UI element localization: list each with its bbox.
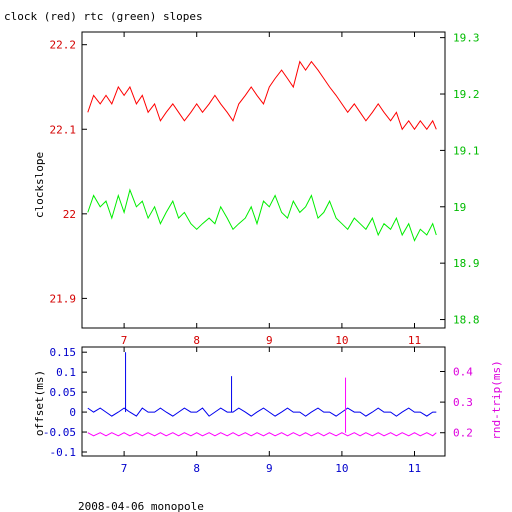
y2-tick-label: 19.2: [453, 88, 480, 101]
y2-tick-label: 18.8: [453, 314, 480, 327]
bottom-ticks-group: 7 8 9 10 11 -0.1 -0.05 0 0.05 0.1 0.15 0.2 0.3 0.4: [43, 346, 473, 475]
y2-tick-label: 18.9: [453, 257, 480, 270]
bottom-y-axis-label: offset(ms): [33, 370, 46, 436]
y2-tick-label: 19.1: [453, 144, 480, 157]
x-tick-label: 8: [193, 462, 200, 475]
series-line-clock: [87, 60, 437, 131]
y-tick-label: 22: [63, 208, 76, 221]
top-series-group: [87, 60, 437, 242]
footer-caption: 2008-04-06 monopole: [78, 500, 204, 512]
y-tick-label: 22.2: [50, 39, 77, 52]
y-tick-label: 0: [69, 406, 76, 419]
y-tick-label: 0.05: [50, 386, 77, 399]
y-tick-label: 22.1: [50, 123, 77, 136]
x-tick-label: 7: [121, 462, 128, 475]
top-chart-panel: 7 8 9 10 11 21.9 22 22.1 22.2 18.8 18.9 19 19.1 19.2 1…: [33, 31, 480, 347]
y-tick-label: -0.1: [50, 446, 77, 459]
chart-title: clock (red) rtc (green) slopes: [4, 10, 203, 23]
top-plot-frame: [81, 31, 446, 329]
bottom-y2-axis-label: rnd-trip(ms): [490, 360, 503, 439]
bottom-plot-frame: [81, 346, 446, 457]
y-tick-label: 0.15: [50, 346, 77, 359]
bottom-series-group: [87, 352, 437, 437]
y-tick-label: 21.9: [50, 292, 77, 305]
x-tick-label: 7: [121, 334, 128, 347]
series-line-rtc: [87, 188, 437, 242]
series-line-rnd-trip: [87, 432, 437, 437]
top-ticks-group: 7 8 9 10 11 21.9 22 22.1 22.2 18.8 18.9 19 19.1 19.2 1…: [50, 32, 480, 347]
y-tick-label: 0.1: [56, 366, 76, 379]
x-tick-label: 9: [266, 462, 273, 475]
x-tick-label: 10: [335, 334, 348, 347]
y2-tick-label: 19: [453, 201, 466, 214]
top-y-axis-label: clockslope: [33, 152, 46, 218]
series-line-offset: [87, 407, 437, 417]
y2-tick-label: 0.2: [453, 427, 473, 440]
y2-tick-label: 0.3: [453, 396, 473, 409]
x-tick-label: 9: [266, 334, 273, 347]
y2-tick-label: 19.3: [453, 32, 480, 45]
y-tick-label: -0.05: [43, 426, 76, 439]
x-tick-label: 10: [335, 462, 348, 475]
y2-tick-label: 0.4: [453, 365, 473, 378]
x-tick-label: 8: [193, 334, 200, 347]
x-tick-label: 11: [408, 462, 421, 475]
x-tick-label: 11: [408, 334, 421, 347]
bottom-chart-panel: 7 8 9 10 11 -0.1 -0.05 0 0.05 0.1 0.15 0.2 0.3 0.4 of…: [33, 346, 503, 475]
